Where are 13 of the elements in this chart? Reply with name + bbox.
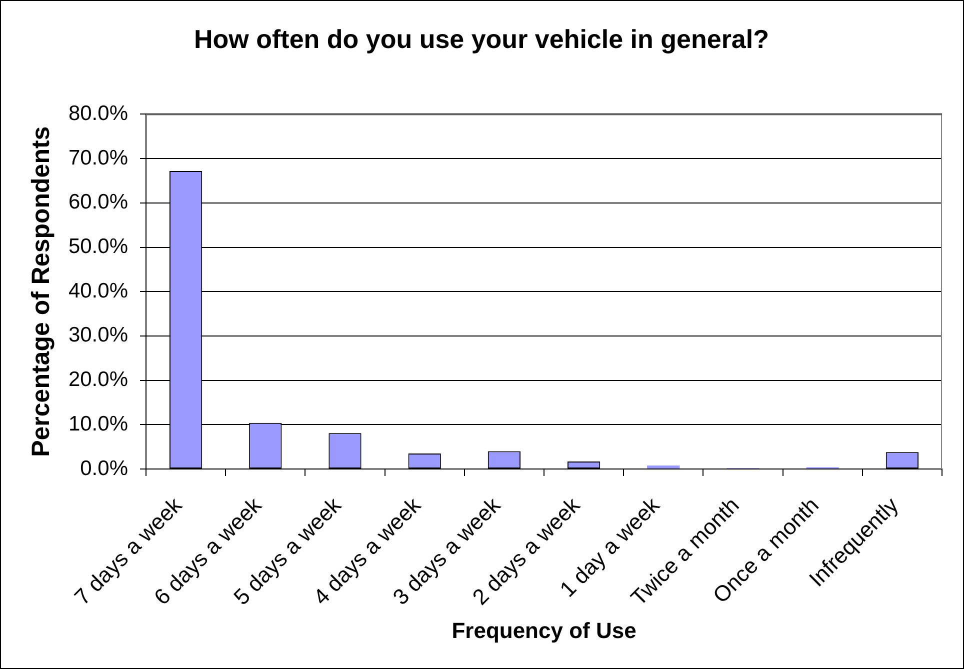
chart-title: How often do you use your vehicle in general?	[194, 24, 769, 54]
y-tick-label: 0.0%	[80, 456, 128, 480]
y-tick-label: 80.0%	[68, 102, 128, 125]
y-axis-title: Percentage of Respondents	[26, 126, 55, 457]
y-tick-label: 50.0%	[68, 235, 128, 258]
y-tick-label: 70.0%	[68, 146, 128, 170]
y-tick-label: 20.0%	[68, 368, 128, 392]
y-tick-label: 30.0%	[68, 324, 128, 347]
y-tick-label: 60.0%	[68, 190, 128, 214]
y-tick-label: 10.0%	[68, 412, 128, 436]
y-tick-label: 40.0%	[68, 279, 128, 302]
bar	[647, 465, 680, 468]
x-axis-title: Frequency of Use	[452, 618, 636, 643]
